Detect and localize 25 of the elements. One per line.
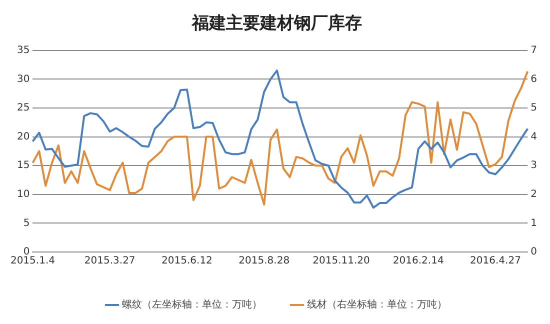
chart-title: 福建主要建材钢厂库存 xyxy=(191,14,362,34)
y2-tick-label: 2 xyxy=(530,188,538,200)
y2-tick-label: 6 xyxy=(530,74,538,85)
x-tick-label: 2015.8.28 xyxy=(238,256,290,267)
x-tick-label: 2015.11.20 xyxy=(312,256,370,267)
y2-tick-label: 0 xyxy=(530,246,538,258)
legend-label: 线材（右坐标轴：单位：万吨） xyxy=(307,298,447,311)
x-tick-label: 2016.4.27 xyxy=(470,256,521,267)
y2-tick-label: 1 xyxy=(530,218,538,229)
y-tick-label: 15 xyxy=(16,160,30,172)
y-tick-label: 5 xyxy=(23,218,30,229)
legend-label: 螺纹（左坐标轴：单位：万吨） xyxy=(122,298,262,311)
y-tick-label: 30 xyxy=(16,74,30,85)
y2-tick-label: 4 xyxy=(530,131,538,142)
y-tick-label: 10 xyxy=(16,188,30,200)
y-tick-label: 35 xyxy=(16,44,30,56)
y2-tick-label: 7 xyxy=(530,44,538,56)
x-tick-label: 2015.1.4 xyxy=(10,256,55,267)
x-tick-label: 2015.3.27 xyxy=(84,256,136,267)
y-tick-label: 20 xyxy=(16,131,30,142)
y2-tick-label: 5 xyxy=(530,102,538,114)
y-tick-label: 25 xyxy=(16,102,30,114)
x-tick-label: 2015.6.12 xyxy=(162,256,212,267)
y2-tick-label: 3 xyxy=(530,160,538,172)
x-tick-label: 2016.2.14 xyxy=(392,256,444,267)
